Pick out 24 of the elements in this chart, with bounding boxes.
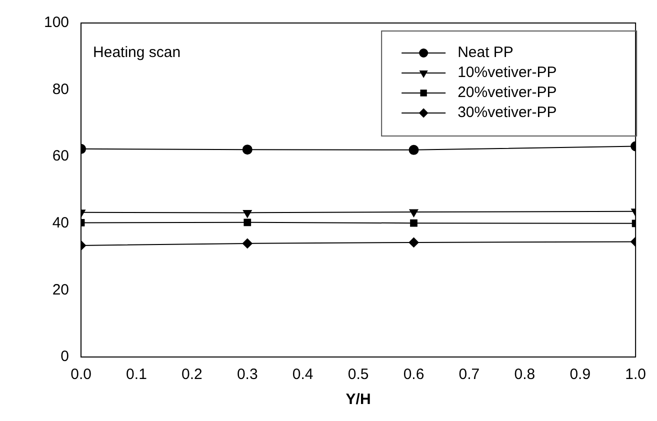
y-tick-label: 20: [52, 281, 70, 298]
x-tick-label: 0.9: [570, 366, 591, 384]
x-tick-label: 0.4: [292, 366, 314, 384]
x-tick-label: 0.3: [236, 366, 258, 384]
x-axis-title: Y/H: [346, 391, 371, 408]
y-tick-label: 60: [52, 148, 70, 165]
x-tick-label: 0.8: [514, 366, 536, 384]
legend-label: 30%vetiver-PP: [458, 104, 557, 122]
y-tick-label: 80: [52, 80, 70, 98]
legend-label: Neat PP: [458, 44, 514, 62]
text: 1.0: [625, 366, 646, 384]
x-tick-label: 0.2: [182, 366, 202, 384]
text: 0.0: [70, 366, 92, 384]
x-tick-label: 0.1: [126, 366, 147, 384]
x-tick-label: 0.5: [348, 366, 369, 384]
y-tick-label: 40: [52, 214, 70, 232]
legend-label: 20%vetiver-PP: [458, 84, 557, 102]
annotation: Heating scan: [93, 44, 181, 62]
point: [410, 219, 418, 227]
x-tick-label: 0.6: [403, 366, 424, 384]
y-tick-label: 100: [44, 14, 70, 32]
legend-label: 10%vetiver-PP: [458, 64, 557, 82]
y-tick-label: 0: [60, 348, 70, 366]
x-tick-label: 0.7: [458, 366, 480, 384]
